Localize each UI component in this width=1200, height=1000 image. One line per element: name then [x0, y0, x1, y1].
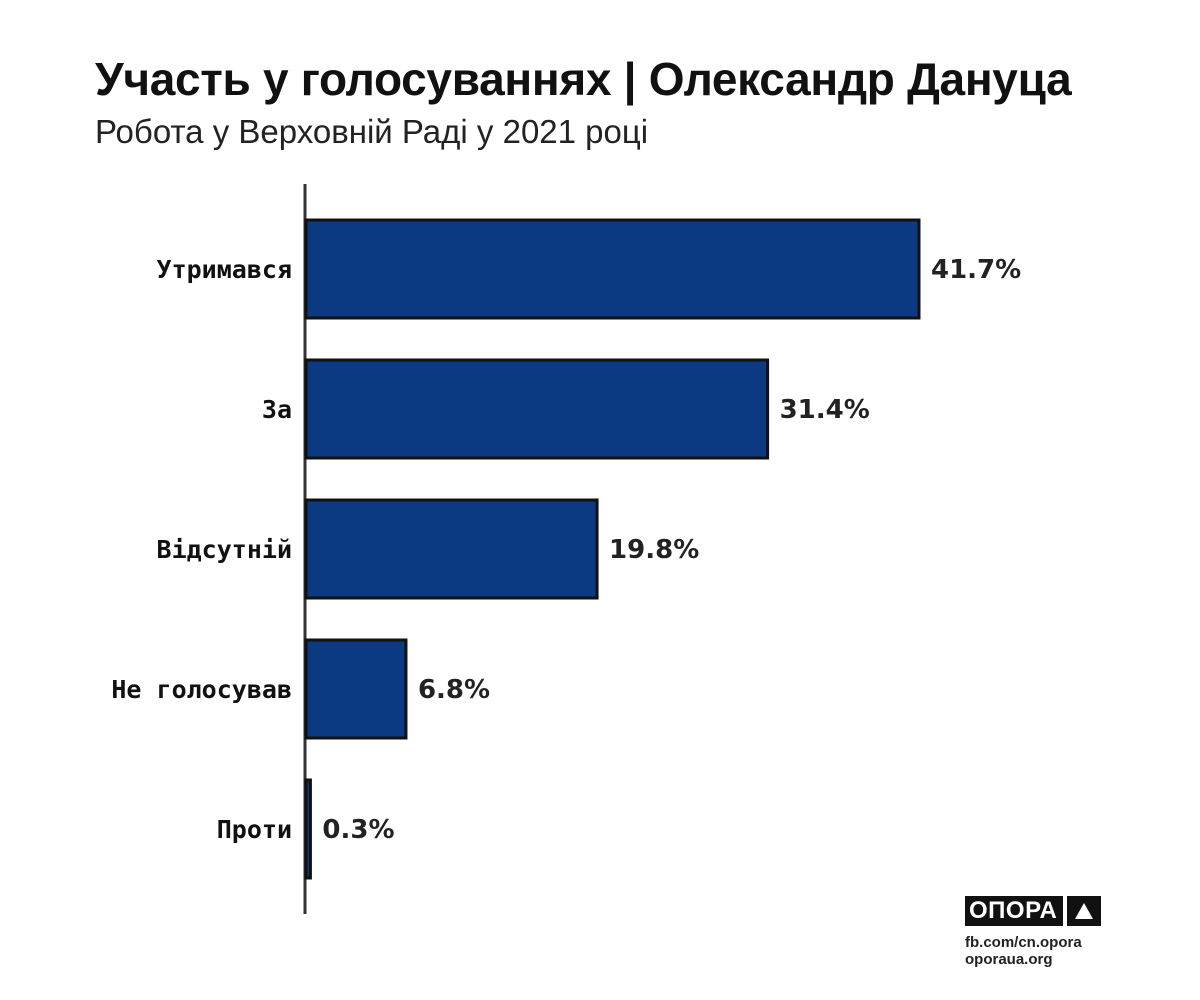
triangle-icon: [1067, 896, 1102, 926]
bar-відсутній: [304, 498, 599, 600]
bars-layer: Утримався 41.7% За 31.4% Відсутній 19.8% Не го…: [111, 218, 1021, 880]
category-label: За: [262, 395, 292, 424]
chart-title: Участь у голосуваннях | Олександр Дануца: [95, 53, 1072, 105]
bar-утримався: [304, 218, 921, 320]
bar-проти: [304, 778, 312, 880]
value-label: 6.8%: [418, 675, 490, 705]
value-label: 19.8%: [609, 535, 699, 565]
category-label: Утримався: [157, 255, 292, 284]
category-label: Відсутній: [157, 535, 292, 564]
chart-subtitle: Робота у Верховній Раді у 2021 році: [95, 113, 649, 150]
category-label: Не голосував: [111, 675, 292, 704]
value-label: 31.4%: [780, 395, 870, 425]
value-label: 41.7%: [931, 255, 1021, 285]
logo-mark: ОПОРА: [965, 896, 1102, 926]
category-label: Проти: [217, 815, 292, 844]
value-label: 0.3%: [322, 815, 394, 845]
bar-не-голосував: [304, 638, 408, 740]
opora-logo: ОПОРА fb.com/cn.opora oporaua.org: [965, 896, 1102, 968]
logo-facebook-url: fb.com/cn.opora: [965, 934, 1082, 951]
logo-wordmark: ОПОРА: [965, 896, 1064, 926]
bar-за: [304, 358, 770, 460]
logo-website-url: oporaua.org: [965, 951, 1053, 968]
